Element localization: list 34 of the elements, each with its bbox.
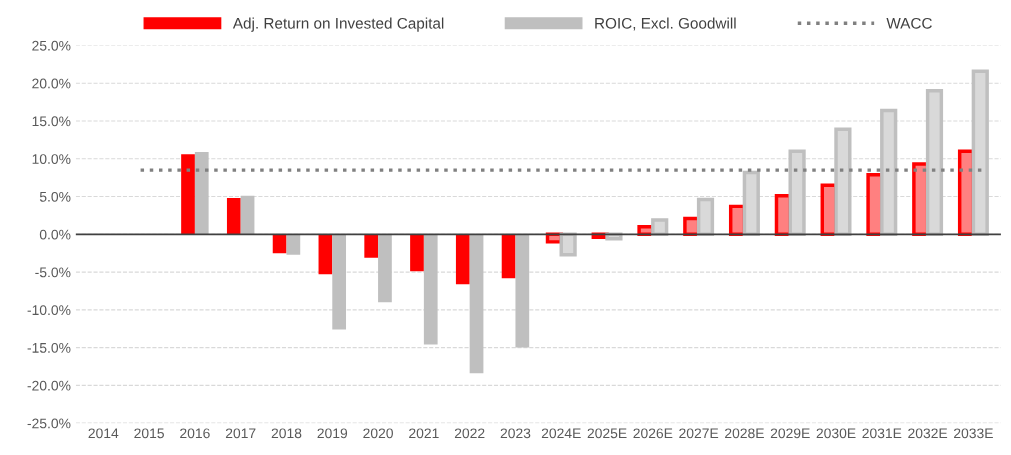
x-tick-label: 2022 — [454, 428, 485, 439]
legend-label: WACC — [886, 17, 932, 29]
y-tick-label: 25.0% — [32, 40, 71, 51]
x-tick-label: 2021 — [409, 428, 439, 439]
x-tick-label: 2023 — [500, 428, 531, 439]
y-tick-label: -25.0% — [27, 418, 71, 429]
y-tick-label: 20.0% — [32, 78, 71, 89]
y-tick-label: 5.0% — [39, 191, 71, 202]
x-tick-label: 2018 — [271, 428, 302, 439]
x-tick-label: 2027E — [679, 428, 719, 439]
x-tick-label: 2026E — [633, 428, 673, 439]
y-tick-label: -15.0% — [27, 342, 71, 353]
y-tick-label: -10.0% — [27, 305, 71, 316]
x-tick-label: 2030E — [816, 428, 856, 439]
x-tick-label: 2031E — [862, 428, 902, 439]
y-tick-label: 15.0% — [32, 116, 71, 127]
x-tick-label: 2020 — [363, 428, 393, 439]
y-tick-label: -5.0% — [35, 267, 71, 278]
y-tick-label: 0.0% — [39, 229, 71, 240]
x-tick-label: 2019 — [317, 428, 348, 439]
x-tick-label: 2017 — [225, 428, 256, 439]
x-tick-label: 2029E — [770, 428, 810, 439]
x-tick-label: 2024E — [541, 428, 581, 439]
y-tick-label: 10.0% — [32, 154, 71, 164]
x-tick-label: 2025E — [587, 428, 627, 439]
legend-label: ROIC, Excl. Goodwill — [595, 17, 736, 31]
x-tick-label: 2016 — [180, 428, 210, 439]
x-tick-label: 2032E — [908, 428, 948, 439]
legend-label: Adj. Return on Invested Capital — [232, 17, 444, 32]
y-tick-label: -20.0% — [27, 380, 71, 391]
x-tick-label: 2014 — [88, 428, 119, 439]
x-tick-label: 2028E — [725, 428, 764, 439]
x-tick-label: 2033E — [954, 428, 993, 439]
x-tick-label: 2015 — [134, 428, 164, 439]
